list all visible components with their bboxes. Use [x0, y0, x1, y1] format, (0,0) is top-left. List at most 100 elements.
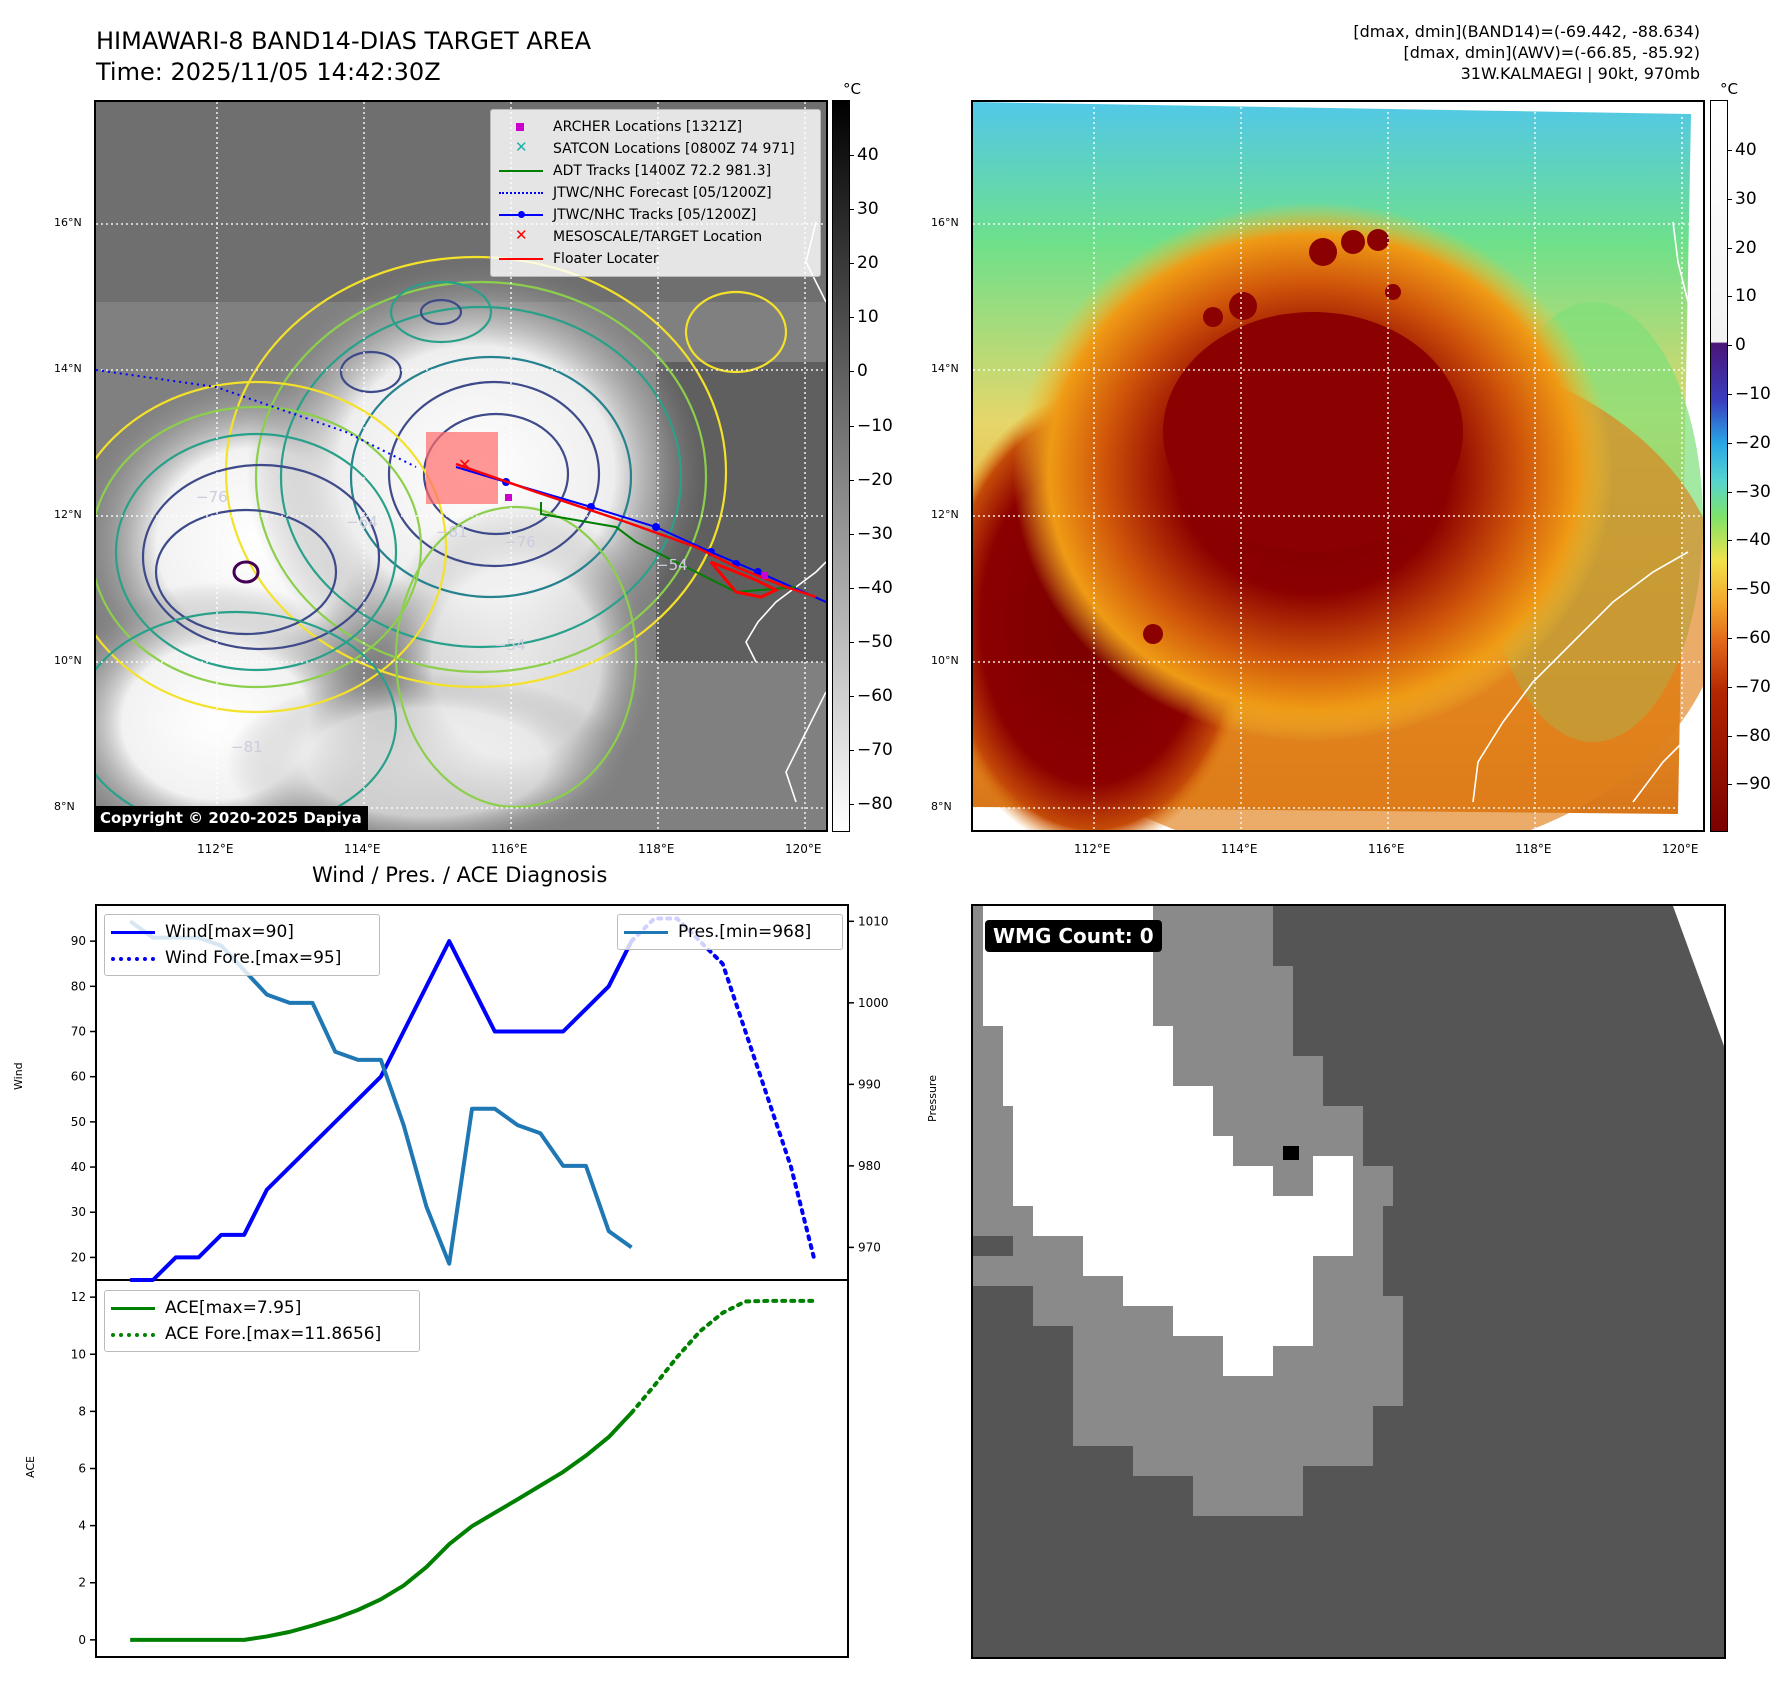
wind-ytick: 90 [71, 934, 86, 948]
colorbar-tick-mark [1727, 442, 1732, 444]
ace-ytick: 2 [78, 1576, 86, 1590]
colorbar-tick: −50 [857, 631, 893, 652]
colorbar-right-unit: °C [1720, 80, 1738, 98]
lon-label: 112°E [197, 842, 234, 856]
colorbar-tick-mark [849, 804, 854, 806]
pressure-legend-swatch [624, 925, 670, 939]
copyright-label: Copyright © 2020-2025 Dapiya [94, 806, 368, 830]
colorbar-tick: −30 [857, 523, 893, 544]
wind-ytick: 40 [71, 1160, 86, 1174]
colorbar-tick-mark [1727, 491, 1732, 493]
map-legend-item: ✕ SATCON Locations [0800Z 74 971] [499, 138, 812, 160]
lat-label: 8°N [931, 800, 952, 813]
lat-label: 10°N [931, 654, 959, 667]
colorbar-tick-mark [849, 371, 854, 373]
stats-band14: [dmax, dmin](BAND14)=(-69.442, -88.634) [1353, 22, 1700, 41]
colorbar-tick: 20 [1735, 237, 1757, 258]
ace-ytick: 10 [71, 1347, 86, 1361]
colorbar-tick-mark [1727, 394, 1732, 395]
ace-forecast-legend-swatch [111, 1327, 157, 1341]
colorbar-tick-mark [1727, 735, 1732, 737]
stats-awv: [dmax, dmin](AWV)=(-66.85, -85.92) [1403, 43, 1700, 62]
colorbar-tick: 0 [857, 361, 868, 382]
colorbar-tick: −70 [1735, 676, 1771, 697]
lon-label: 112°E [1074, 842, 1111, 856]
ace-forecast-line [629, 1298, 816, 1415]
ace-legend-swatch [111, 1301, 157, 1315]
colorbar-tick-mark [1727, 150, 1732, 151]
colorbar-tick-mark [1727, 345, 1732, 347]
colorbar-tick: −50 [1735, 579, 1771, 600]
ace-ytick: 6 [78, 1462, 86, 1476]
map-legend-label: MESOSCALE/TARGET Location [553, 229, 763, 245]
awv-map [973, 102, 1703, 830]
map-legend-item: JTWC/NHC Tracks [05/1200Z] [499, 204, 812, 226]
colorbar-tick-mark [849, 479, 854, 481]
map-legend-label: Floater Locater [553, 251, 659, 267]
colorbar-tick-mark [1727, 540, 1732, 542]
colorbar-tick: −80 [857, 794, 893, 815]
colorbar-tick-mark [1727, 686, 1732, 688]
wmg-panel [971, 904, 1726, 1659]
colorbar-tick-mark [849, 263, 854, 265]
colorbar-tick-mark [849, 155, 854, 156]
map-legend-label: JTWC/NHC Tracks [05/1200Z] [553, 207, 757, 223]
map-legend-item: Floater Locater [499, 248, 812, 270]
wind-ytick: 80 [71, 979, 86, 993]
map-legend-label: SATCON Locations [0800Z 74 971] [553, 141, 795, 157]
ace-legend: ACE[max=7.95] ACE Fore.[max=11.8656] [104, 1290, 420, 1352]
pressure-legend: Pres.[min=968] [617, 914, 843, 950]
lat-label: 12°N [54, 508, 82, 521]
colorbar-tick: 10 [857, 307, 879, 328]
pressure-ytick: 1000 [858, 996, 889, 1010]
ace-legend-label: ACE[max=7.95] [165, 1298, 302, 1318]
colorbar-tick-mark [849, 750, 854, 752]
contour-label: −54 [494, 636, 526, 654]
pressure-ytick: 1010 [858, 914, 889, 928]
lon-label: 120°E [785, 842, 822, 856]
lon-label: 118°E [1515, 842, 1552, 856]
map-legend: ARCHER Locations [1321Z] ✕ SATCON Location… [490, 109, 821, 277]
ace-ytick: 0 [78, 1633, 86, 1647]
map-legend-label: JTWC/NHC Forecast [05/1200Z] [553, 185, 772, 201]
wmg-count-badge: WMG Count: 0 [985, 920, 1162, 952]
ace-line [130, 1411, 633, 1642]
figure-title: HIMAWARI-8 BAND14-DIAS TARGET AREA [96, 27, 592, 55]
pressure-ytick: 990 [858, 1077, 881, 1091]
map-legend-item: JTWC/NHC Forecast [05/1200Z] [499, 182, 812, 204]
map-legend-item: ✕ MESOSCALE/TARGET Location [499, 226, 812, 248]
ace-ytick: 8 [78, 1404, 86, 1418]
wind-forecast-legend-label: Wind Fore.[max=95] [165, 948, 342, 968]
colorbar-tick-mark [849, 317, 854, 319]
colorbar-tick: −80 [1735, 725, 1771, 746]
contour-label: −64 [346, 513, 378, 531]
lat-label: 14°N [54, 362, 82, 375]
colorbar-tick: 40 [1735, 140, 1757, 160]
colorbar-tick: −60 [1735, 628, 1771, 648]
awv-map-panel [971, 100, 1705, 832]
wind-legend: Wind[max=90] Wind Fore.[max=95] [104, 914, 380, 976]
lon-label: 118°E [638, 842, 675, 856]
map-legend-swatch: ✕ [515, 138, 528, 156]
colorbar-tick-mark [849, 533, 854, 535]
colorbar-tick-mark [1727, 247, 1732, 249]
contour-label: −81 [436, 523, 468, 541]
svg-text:✕: ✕ [458, 455, 471, 474]
contour-label: −54 [656, 556, 688, 574]
map-legend-label: ADT Tracks [1400Z 72.2 981.3] [553, 163, 772, 179]
map-legend-swatch: ✕ [515, 226, 528, 244]
wind-ytick: 70 [71, 1025, 86, 1039]
wind-legend-swatch [111, 925, 157, 939]
contour-label: −81 [231, 738, 263, 756]
lon-label: 116°E [491, 842, 528, 856]
map-legend-item: ADT Tracks [1400Z 72.2 981.3] [499, 160, 812, 182]
colorbar-tick-mark [849, 425, 854, 427]
colorbar-tick-mark [1727, 589, 1732, 591]
pressure-ytick: 980 [858, 1159, 881, 1173]
wind-legend-label: Wind[max=90] [165, 922, 294, 942]
lat-label: 12°N [931, 508, 959, 521]
pressure-legend-label: Pres.[min=968] [678, 922, 812, 942]
colorbar-tick-mark [849, 641, 854, 643]
map-legend-swatch [499, 186, 545, 200]
colorbar-tick-mark [1727, 784, 1732, 786]
